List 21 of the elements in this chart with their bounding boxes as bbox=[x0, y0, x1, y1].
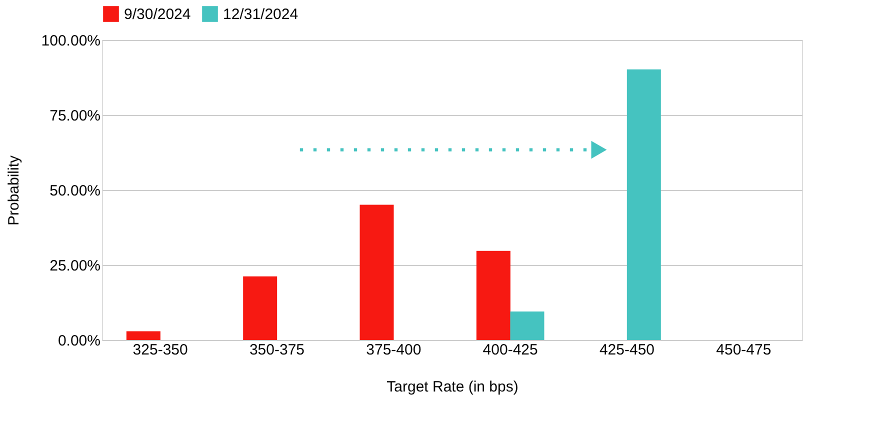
y-tick-label: 0.00% bbox=[58, 332, 100, 350]
bar bbox=[626, 69, 661, 340]
x-axis-title: Target Rate (in bps) bbox=[386, 378, 518, 396]
bar bbox=[360, 204, 394, 340]
x-tick-label: 350-375 bbox=[249, 342, 305, 358]
x-tick-label: 400-425 bbox=[482, 342, 538, 358]
bar bbox=[126, 331, 160, 340]
x-tick-label: 375-400 bbox=[366, 342, 422, 358]
y-tick-label: 50.00% bbox=[50, 182, 100, 200]
y-axis-title: Probability bbox=[5, 154, 22, 226]
legend-label: 9/30/2024 bbox=[124, 6, 191, 23]
y-tick-label: 75.00% bbox=[50, 108, 100, 124]
x-tick-label: 325-350 bbox=[132, 342, 188, 358]
bar bbox=[510, 312, 544, 340]
legend-label: 12/31/2024 bbox=[223, 6, 298, 23]
y-tick-label: 25.00% bbox=[50, 258, 100, 274]
x-tick-label: 425-450 bbox=[599, 342, 655, 358]
y-tick-label: 100.00% bbox=[41, 32, 100, 50]
bar bbox=[476, 250, 510, 340]
x-tick-label: 450-475 bbox=[716, 342, 772, 358]
bar bbox=[243, 276, 278, 340]
